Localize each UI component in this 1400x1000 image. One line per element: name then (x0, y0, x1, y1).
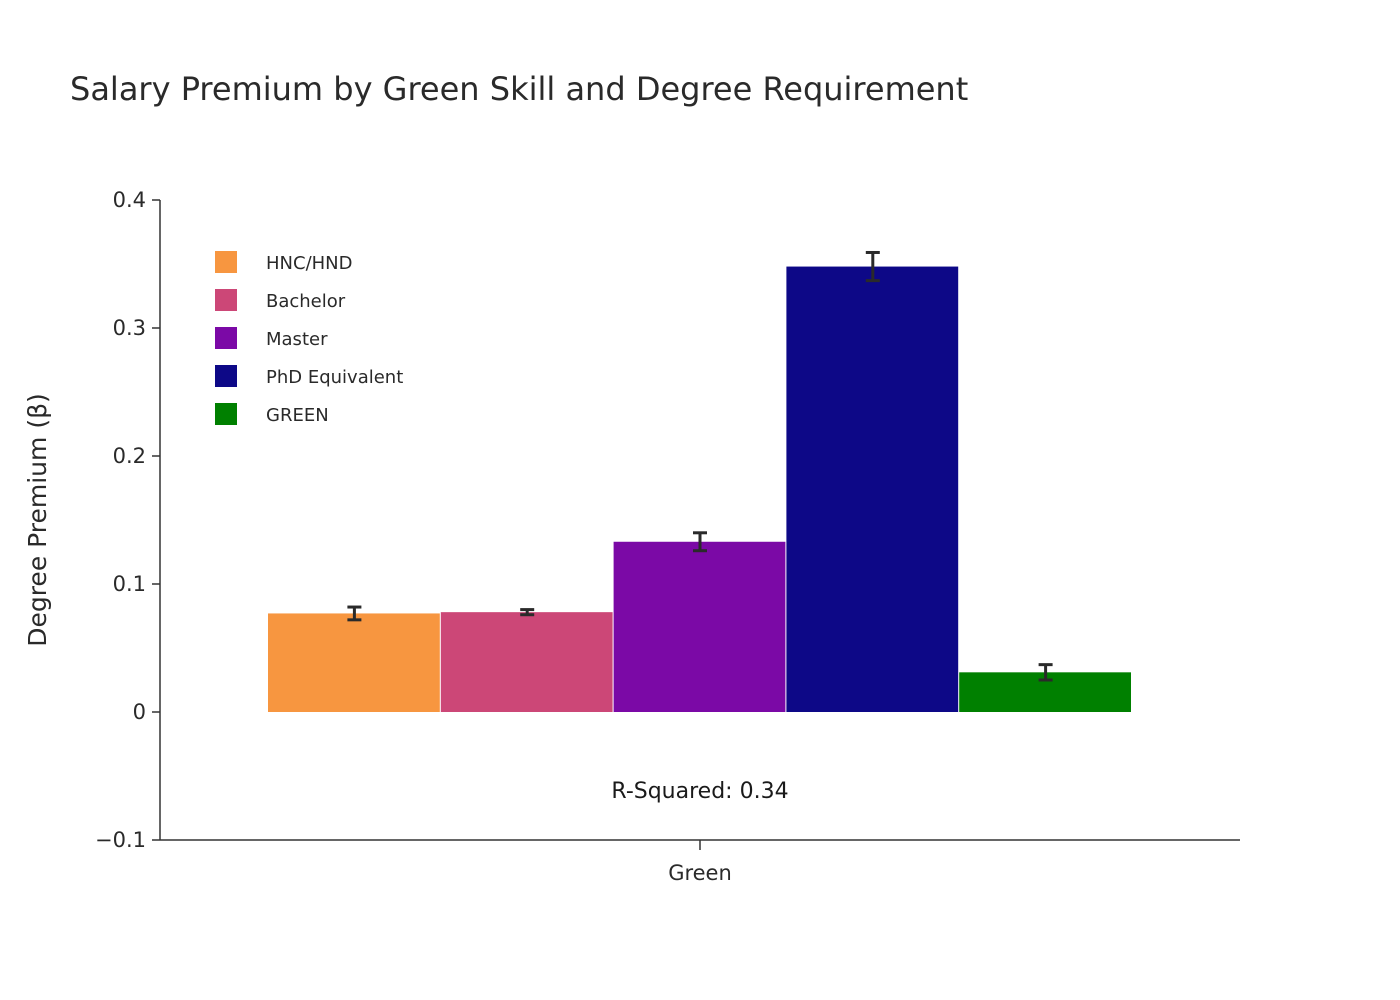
x-axis: Green (160, 839, 1240, 885)
r-squared-annotation: R-Squared: 0.34 (611, 779, 788, 804)
legend-swatch (215, 365, 237, 387)
legend-item[interactable]: PhD Equivalent (215, 365, 403, 388)
y-tick-label: 0.2 (113, 444, 146, 468)
x-tick-label: Green (668, 861, 732, 885)
legend-swatch (215, 327, 237, 349)
legend-item[interactable]: HNC/HND (215, 251, 353, 274)
legend-swatch (215, 251, 237, 273)
y-tick-label: 0.1 (113, 572, 146, 596)
legend-label: HNC/HND (266, 253, 353, 274)
y-axis-label: Degree Premium (β) (23, 393, 52, 647)
legend-label: PhD Equivalent (266, 367, 403, 388)
legend-item[interactable]: GREEN (215, 403, 329, 426)
bar-phd-equivalent (786, 266, 959, 712)
legend[interactable]: HNC/HND Bachelor Master PhD Equivalent GREEN (215, 251, 403, 426)
y-axis: −0.1 0 0.1 0.2 0.3 0.4 (95, 188, 161, 852)
legend-item[interactable]: Master (215, 327, 328, 350)
error-bars (347, 250, 1053, 682)
bar-hnc-hnd (268, 613, 440, 712)
legend-label: Bachelor (266, 291, 346, 312)
bar-master (613, 541, 786, 712)
y-tick-label: −0.1 (95, 828, 146, 852)
chart-title: Salary Premium by Green Skill and Degree… (70, 70, 968, 108)
y-tick-label: 0.3 (113, 316, 146, 340)
legend-swatch (215, 289, 237, 311)
legend-swatch (215, 403, 237, 425)
bar-bachelor (440, 612, 613, 712)
legend-label: Master (266, 329, 328, 350)
y-tick-label: 0.4 (113, 188, 146, 212)
legend-label: GREEN (266, 405, 329, 426)
legend-item[interactable]: Bachelor (215, 289, 346, 312)
y-tick-label: 0 (133, 700, 146, 724)
bars (268, 266, 1131, 712)
